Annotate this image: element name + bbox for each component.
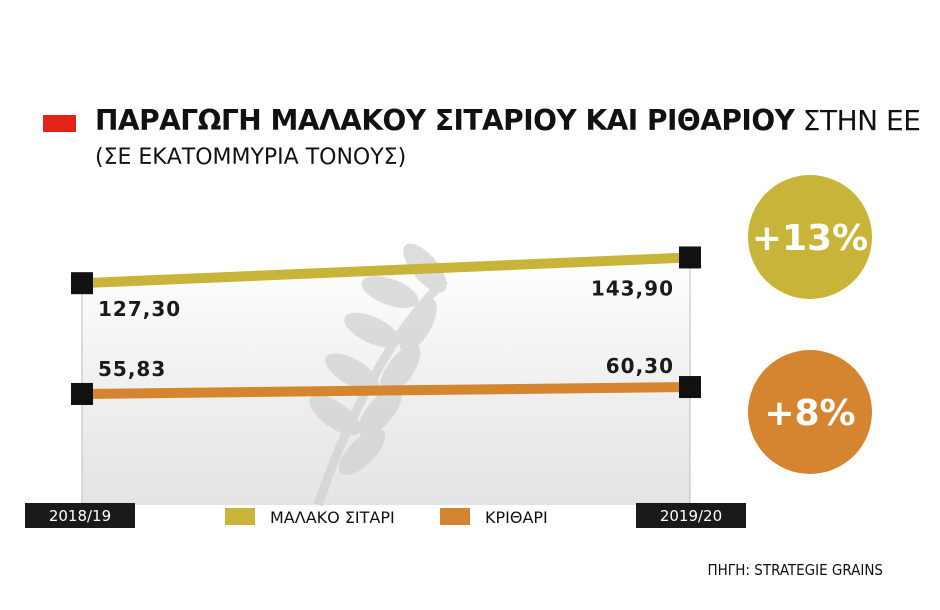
- data-label-wheat-2019-20: 143,90: [591, 276, 674, 300]
- x-tick-label-2018-19-box: [25, 503, 135, 528]
- chart-title: ΠΑΡΑΓΩΓΗ ΜΑΛΑΚΟΥ ΣΙΤΑΡΙΟΥ ΚΑΙ ΡΙΘΑΡΙΟΥ Σ…: [95, 104, 921, 137]
- wheat-stalk-shape: [309, 243, 449, 507]
- legend-item-wheat-swatch: [225, 508, 255, 525]
- wheat-grain: [358, 387, 402, 437]
- data-point-wheat-2019-20: [679, 246, 701, 269]
- change-badge-barley-circle: [748, 350, 872, 474]
- wheat-grain: [338, 428, 386, 476]
- title-marker-icon: [43, 115, 76, 132]
- data-point-wheat-2018-19: [71, 272, 93, 295]
- source-note: ΠΗΓΗ: STRATEGIE GRAINS: [707, 561, 883, 579]
- legend-item-barley-label: ΚΡΙΘΑΡΙ: [485, 508, 548, 527]
- wheat-grain: [309, 394, 361, 436]
- x-tick-label-2019-20: 2019/20: [660, 507, 722, 525]
- series-line-barley: [81, 382, 691, 399]
- chart-title-bold: ΠΑΡΑΓΩΓΗ ΜΑΛΑΚΟΥ ΣΙΤΑΡΙΟΥ ΚΑΙ ΡΙΘΑΡΙΟΥ: [95, 104, 795, 137]
- chart-title-light: ΣΤΗΝ ΕΕ: [794, 104, 921, 137]
- data-label-wheat-2018-19: 127,30: [98, 297, 181, 321]
- wheat-grain: [325, 353, 379, 391]
- data-point-barley-2018-19: [71, 382, 93, 405]
- wheat-grain: [379, 344, 421, 396]
- x-tick-label-2019-20-box: [636, 503, 746, 528]
- wheat-stalk-watermark-icon: [309, 243, 449, 507]
- change-badge-barley-label: +8%: [764, 393, 855, 434]
- legend-item-wheat-label: ΜΑΛΑΚΟ ΣΙΤΑΡΙ: [270, 508, 395, 527]
- data-label-barley-2018-19: 55,83: [98, 357, 166, 381]
- change-badge-wheat-label: +13%: [752, 218, 868, 259]
- wheat-grain: [344, 312, 400, 348]
- x-tick-label-2018-19: 2018/19: [49, 507, 111, 525]
- series-line-wheat: [81, 252, 691, 289]
- data-point-barley-2019-20: [679, 376, 701, 399]
- wheat-grain: [399, 298, 437, 352]
- legend-item-barley-swatch: [440, 508, 470, 525]
- data-label-barley-2019-20: 60,30: [606, 354, 674, 378]
- wheat-grain: [361, 276, 419, 308]
- change-badge-wheat-circle: [748, 175, 872, 299]
- chart-subtitle: (ΣΕ ΕΚΑΤΟΜΜΥΡΙΑ ΤΟΝΟΥΣ): [95, 145, 407, 170]
